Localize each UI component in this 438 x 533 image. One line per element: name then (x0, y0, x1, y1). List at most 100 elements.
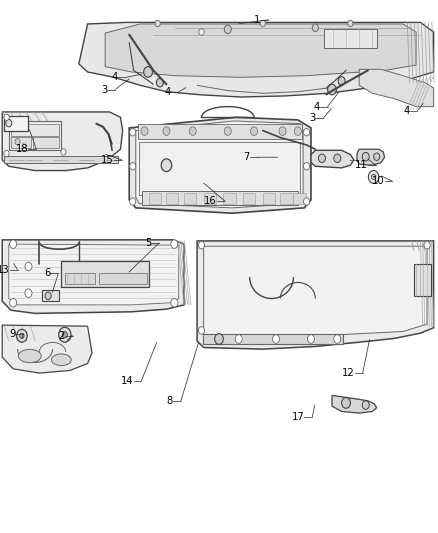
Circle shape (307, 335, 314, 343)
Bar (4, 116, 28, 131)
Circle shape (304, 163, 310, 170)
Circle shape (334, 154, 341, 163)
Circle shape (10, 298, 17, 307)
Bar (65, 273, 95, 284)
Bar (9, 121, 61, 150)
Circle shape (171, 298, 178, 307)
Circle shape (312, 24, 318, 31)
Bar (139, 142, 300, 195)
Bar (204, 193, 216, 204)
Text: 10: 10 (372, 176, 385, 186)
Circle shape (235, 335, 242, 343)
Bar (324, 29, 377, 48)
Bar (184, 193, 196, 204)
Circle shape (130, 163, 136, 170)
Circle shape (362, 152, 369, 161)
Polygon shape (332, 395, 377, 413)
Circle shape (368, 171, 379, 183)
Text: 15: 15 (101, 155, 114, 165)
Circle shape (17, 329, 27, 342)
Circle shape (25, 262, 32, 271)
Bar (243, 193, 255, 204)
Circle shape (163, 127, 170, 135)
Circle shape (318, 154, 325, 163)
Text: 3: 3 (309, 114, 315, 123)
Circle shape (6, 119, 12, 127)
Text: 13: 13 (0, 265, 10, 274)
Polygon shape (2, 325, 92, 373)
Bar (414, 264, 431, 296)
Circle shape (144, 67, 152, 77)
Circle shape (251, 127, 258, 135)
Circle shape (224, 127, 231, 135)
Bar (293, 193, 306, 204)
Polygon shape (79, 22, 434, 97)
Text: 4: 4 (165, 87, 171, 96)
Text: 5: 5 (145, 238, 151, 248)
Circle shape (304, 198, 310, 205)
Circle shape (279, 127, 286, 135)
Polygon shape (136, 121, 303, 208)
Polygon shape (357, 149, 385, 165)
Text: 4: 4 (403, 106, 410, 116)
Bar (11, 137, 31, 148)
Text: 17: 17 (292, 412, 304, 422)
Polygon shape (197, 241, 434, 349)
Bar (4, 156, 118, 163)
Circle shape (199, 29, 204, 35)
Bar (166, 193, 178, 204)
Circle shape (260, 20, 265, 27)
Bar (149, 193, 161, 204)
Polygon shape (2, 240, 184, 313)
Bar (42, 290, 59, 301)
Circle shape (215, 334, 223, 344)
Polygon shape (311, 150, 354, 168)
Polygon shape (129, 117, 311, 213)
Text: 11: 11 (355, 160, 368, 170)
Text: 4: 4 (314, 102, 320, 111)
Bar (203, 334, 343, 344)
Circle shape (156, 78, 163, 87)
Circle shape (328, 84, 336, 95)
Circle shape (22, 143, 26, 147)
Bar (223, 193, 236, 204)
Polygon shape (105, 24, 416, 77)
Text: 9: 9 (9, 329, 15, 338)
Bar (99, 273, 147, 284)
Circle shape (59, 327, 71, 342)
Text: 3: 3 (101, 85, 107, 94)
Circle shape (171, 240, 178, 248)
Circle shape (334, 335, 341, 343)
Circle shape (61, 149, 66, 155)
Bar (11, 124, 59, 136)
Circle shape (272, 335, 279, 343)
Circle shape (10, 240, 17, 248)
Polygon shape (2, 112, 123, 171)
Circle shape (198, 241, 205, 249)
Circle shape (294, 127, 301, 135)
Circle shape (4, 150, 9, 157)
Circle shape (424, 241, 430, 249)
Text: 18: 18 (16, 144, 28, 154)
Circle shape (198, 327, 205, 334)
Circle shape (25, 289, 32, 297)
Text: 12: 12 (342, 368, 355, 378)
Text: 6: 6 (44, 269, 50, 278)
Bar (61, 261, 149, 287)
Bar (138, 124, 302, 139)
Circle shape (338, 77, 345, 85)
Circle shape (374, 153, 380, 160)
Circle shape (362, 401, 369, 409)
Circle shape (342, 398, 350, 408)
Text: 8: 8 (167, 396, 173, 406)
Circle shape (62, 332, 67, 338)
Text: 16: 16 (204, 196, 217, 206)
Circle shape (130, 198, 136, 205)
Circle shape (189, 127, 196, 135)
Circle shape (161, 159, 172, 172)
Text: 14: 14 (121, 376, 134, 385)
Circle shape (15, 139, 20, 145)
Circle shape (304, 128, 310, 136)
Circle shape (130, 128, 136, 136)
Polygon shape (9, 244, 179, 305)
